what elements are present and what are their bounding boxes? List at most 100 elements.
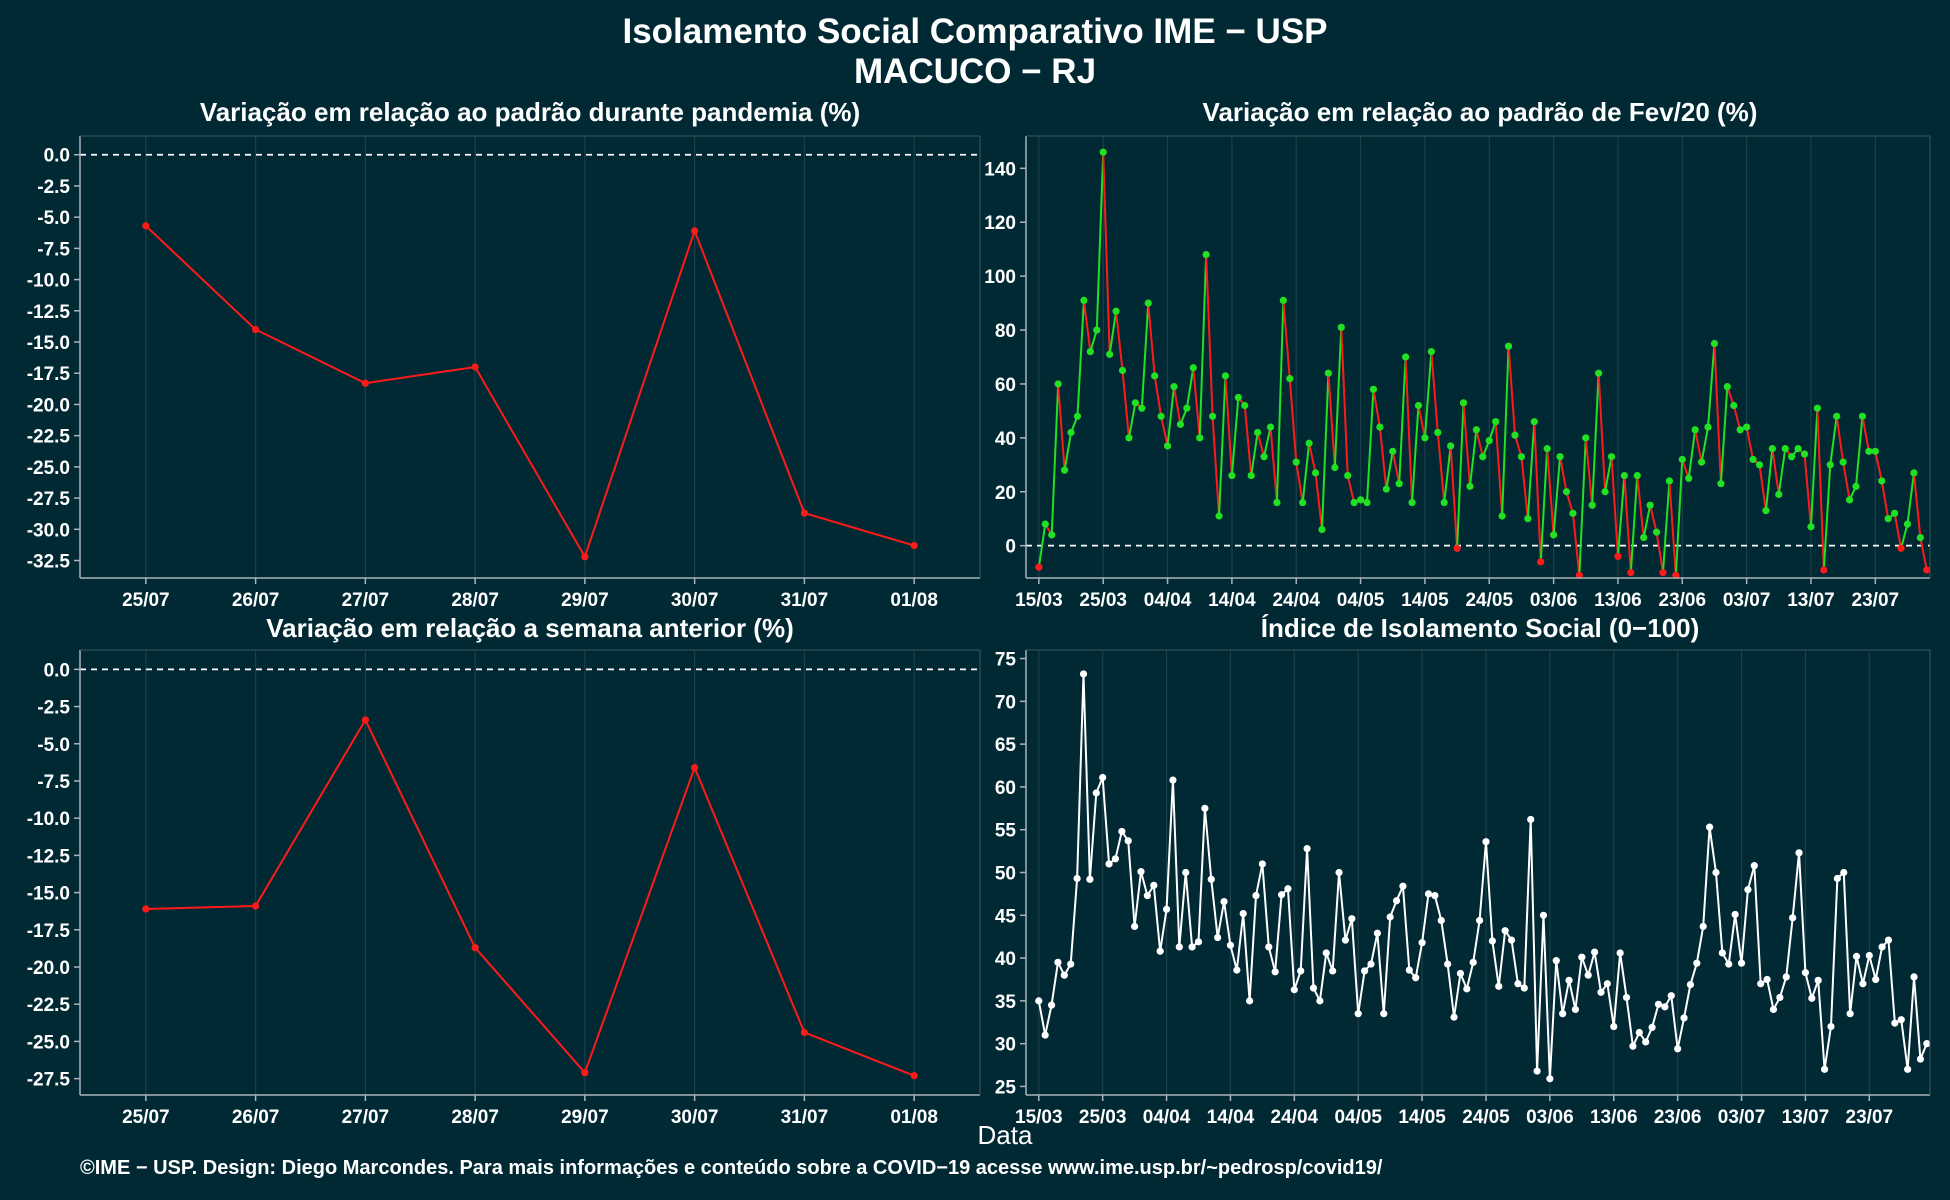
series-segment bbox=[1529, 819, 1539, 1072]
y-tick-label: -5.0 bbox=[37, 208, 70, 229]
data-point bbox=[1440, 498, 1448, 507]
series-segment bbox=[1044, 1004, 1053, 1036]
x-tick-label: 15/03 bbox=[1015, 590, 1063, 611]
data-point bbox=[1258, 860, 1266, 868]
series-segment bbox=[1734, 914, 1743, 964]
data-point bbox=[1718, 949, 1726, 957]
data-point bbox=[1872, 975, 1880, 984]
data-point bbox=[1737, 959, 1746, 967]
data-point bbox=[1539, 911, 1548, 919]
data-point bbox=[1322, 949, 1330, 957]
y-tick-label: -10.0 bbox=[27, 271, 70, 292]
data-point bbox=[1228, 471, 1236, 480]
data-point bbox=[1575, 571, 1583, 579]
data-point bbox=[1781, 445, 1789, 453]
series-segment bbox=[1785, 917, 1794, 978]
series-segment bbox=[1404, 356, 1414, 503]
series-segment bbox=[1651, 1004, 1660, 1028]
y-tick-label: 140 bbox=[984, 159, 1016, 180]
data-point bbox=[1080, 296, 1088, 305]
x-tick-label: 24/04 bbox=[1272, 590, 1320, 611]
series-segment bbox=[1147, 303, 1156, 376]
data-point bbox=[1292, 458, 1300, 466]
data-point bbox=[1412, 974, 1420, 982]
data-point bbox=[1537, 558, 1545, 566]
data-point bbox=[1678, 455, 1686, 464]
data-point bbox=[1297, 967, 1305, 975]
y-tick-label: -27.5 bbox=[27, 489, 71, 510]
data-point bbox=[1736, 426, 1744, 434]
data-point bbox=[1498, 512, 1506, 520]
data-point bbox=[1775, 490, 1783, 499]
series-segment bbox=[1674, 459, 1684, 576]
series-segment bbox=[1855, 416, 1864, 487]
series-segment bbox=[1906, 976, 1916, 1070]
data-point bbox=[1214, 933, 1222, 942]
data-point bbox=[1680, 1014, 1688, 1022]
panel-title: Variação em relação ao padrão durante pa… bbox=[200, 97, 860, 127]
data-point bbox=[1290, 986, 1298, 994]
data-point bbox=[1495, 982, 1503, 990]
series-segment bbox=[1593, 951, 1602, 993]
data-point bbox=[1686, 981, 1695, 989]
data-point bbox=[1106, 350, 1114, 358]
series-segment bbox=[1370, 933, 1379, 965]
data-point bbox=[1627, 569, 1635, 577]
data-point bbox=[1884, 936, 1893, 944]
data-point bbox=[1418, 939, 1426, 947]
data-point bbox=[1348, 915, 1356, 923]
x-tick-label: 27/07 bbox=[342, 590, 390, 611]
data-point bbox=[1852, 952, 1861, 960]
data-point bbox=[1674, 1045, 1682, 1053]
data-point bbox=[1865, 447, 1873, 455]
y-tick-label: 80 bbox=[995, 321, 1016, 342]
data-point bbox=[1239, 909, 1247, 918]
series-segment bbox=[1243, 405, 1253, 476]
data-point bbox=[1067, 960, 1075, 968]
series-segment bbox=[1636, 475, 1645, 538]
data-point bbox=[581, 553, 589, 561]
series-segment bbox=[1314, 472, 1323, 530]
data-point bbox=[1820, 566, 1828, 574]
x-tick-label: 25/03 bbox=[1079, 1107, 1127, 1128]
series-segment bbox=[1753, 865, 1762, 984]
series-segment bbox=[1224, 375, 1233, 476]
y-tick-label: 30 bbox=[995, 1035, 1016, 1056]
series-segment bbox=[1172, 386, 1182, 425]
series-segment bbox=[1250, 432, 1259, 476]
series-segment bbox=[1357, 970, 1366, 1014]
y-tick-label: -15.0 bbox=[27, 884, 70, 905]
series-segment bbox=[1694, 429, 1703, 463]
data-point bbox=[1144, 299, 1152, 307]
data-point bbox=[1188, 943, 1196, 951]
series-segment bbox=[1732, 405, 1742, 431]
data-point bbox=[1316, 997, 1324, 1005]
series-segment bbox=[1050, 383, 1060, 535]
series-segment bbox=[1050, 962, 1059, 1006]
data-point bbox=[910, 1072, 918, 1080]
series-segment bbox=[1565, 491, 1574, 514]
series-segment bbox=[1900, 523, 1909, 549]
data-point bbox=[1208, 412, 1217, 420]
data-point bbox=[1556, 453, 1564, 461]
series-segment bbox=[1114, 831, 1123, 860]
series-segment bbox=[1655, 532, 1664, 573]
data-point bbox=[1858, 412, 1867, 420]
data-point bbox=[1601, 488, 1609, 496]
data-point bbox=[1421, 434, 1429, 442]
data-point bbox=[1731, 910, 1739, 919]
chart-panel-3: Variação em relação a semana anterior (%… bbox=[27, 613, 981, 1128]
data-point bbox=[1501, 927, 1509, 935]
data-point bbox=[1466, 482, 1474, 490]
data-point bbox=[800, 1028, 808, 1037]
data-point bbox=[1035, 997, 1043, 1005]
data-point bbox=[1749, 455, 1757, 464]
data-point bbox=[1923, 566, 1931, 574]
x-tick-label: 26/07 bbox=[232, 590, 280, 611]
series-segment bbox=[1082, 673, 1091, 880]
series-segment bbox=[1571, 513, 1581, 576]
series-segment bbox=[1491, 940, 1500, 987]
data-point bbox=[910, 541, 918, 550]
data-point bbox=[1344, 471, 1352, 480]
data-point bbox=[1635, 1028, 1643, 1037]
